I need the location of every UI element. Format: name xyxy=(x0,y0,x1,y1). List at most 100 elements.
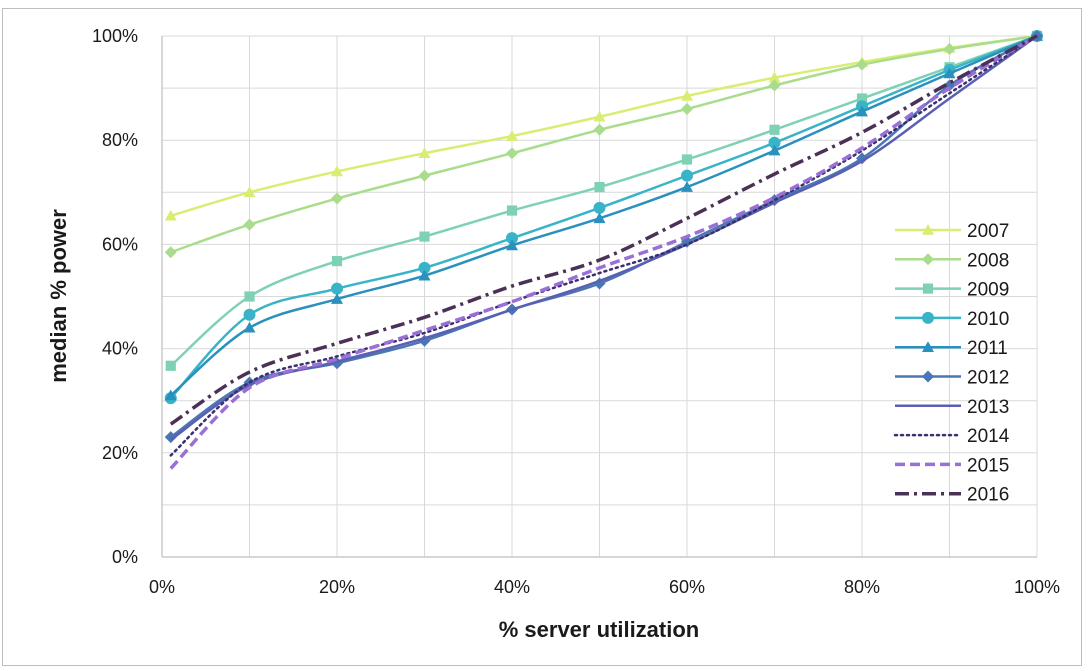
series-line-2011 xyxy=(169,34,1038,397)
legend-item-2015: 2015 xyxy=(895,455,1009,476)
data-point-2009 xyxy=(856,93,868,104)
data-point-2007 xyxy=(331,165,343,177)
legend-item-2009: 2009 xyxy=(895,280,1009,301)
data-point-2007 xyxy=(681,89,693,101)
y-tick-label: 40% xyxy=(102,339,138,359)
data-point-2011 xyxy=(681,181,693,192)
legend-item-2011: 2011 xyxy=(895,338,1008,359)
legend-item-2013: 2013 xyxy=(895,397,1009,418)
data-point-2008 xyxy=(768,79,781,92)
data-point-2009 xyxy=(244,291,255,302)
x-tick-label: 100% xyxy=(1014,577,1060,597)
legend-label-2015: 2015 xyxy=(967,455,1009,476)
series-2015 xyxy=(169,34,1038,470)
data-point-2008 xyxy=(243,218,256,231)
y-tick-label: 80% xyxy=(102,130,138,150)
x-tick-label: 40% xyxy=(494,577,530,597)
data-point-2009 xyxy=(506,205,518,216)
legend-marker-2010 xyxy=(922,311,934,324)
data-point-2008 xyxy=(856,58,868,71)
series-line-2009 xyxy=(169,34,1038,367)
x-tick-label: 60% xyxy=(669,577,705,597)
data-point-2010 xyxy=(418,261,431,274)
legend-item-2008: 2008 xyxy=(895,250,1009,271)
data-point-2009 xyxy=(331,255,343,267)
series-2012 xyxy=(164,30,1043,444)
legend-item-2016: 2016 xyxy=(895,485,1009,506)
data-point-2011 xyxy=(856,105,868,117)
data-point-2008 xyxy=(593,123,606,136)
data-point-2007 xyxy=(418,147,431,159)
data-point-2011 xyxy=(164,389,177,401)
series-2009 xyxy=(165,30,1043,371)
x-tick-label: 0% xyxy=(149,577,175,597)
legend-marker-2011 xyxy=(922,341,934,352)
data-point-2009 xyxy=(419,231,430,242)
data-point-2008 xyxy=(943,43,956,56)
legend-label-2011: 2011 xyxy=(967,338,1008,359)
legend-label-2010: 2010 xyxy=(967,309,1009,330)
legend-label-2016: 2016 xyxy=(967,485,1009,506)
legend: 2007 2008 2009 2010 2011 2012 2013 2014 2015 2016 xyxy=(893,221,1010,506)
legend-marker-2009 xyxy=(922,283,934,294)
data-point-2007 xyxy=(768,71,781,83)
axes: 0% 20% 40% 60% 80% 100% 0% 20% 40% 60% 80% 100% xyxy=(92,26,1060,597)
data-point-2009 xyxy=(681,154,693,165)
data-point-2009 xyxy=(165,360,176,371)
legend-item-2012: 2012 xyxy=(895,368,1009,389)
data-point-2011 xyxy=(506,239,518,251)
legend-item-2014: 2014 xyxy=(893,426,1010,447)
legend-label-2007: 2007 xyxy=(967,221,1009,242)
series-2011 xyxy=(164,30,1043,401)
data-point-2007 xyxy=(506,130,518,141)
x-tick-label: 80% xyxy=(844,577,880,597)
legend-label-2008: 2008 xyxy=(967,250,1009,271)
data-point-2010 xyxy=(768,136,781,149)
chart-frame xyxy=(2,8,1082,666)
series-2014 xyxy=(169,34,1039,457)
data-point-2010 xyxy=(681,169,693,182)
legend-label-2013: 2013 xyxy=(967,397,1009,418)
data-point-2007 xyxy=(243,186,256,198)
data-point-2010 xyxy=(331,282,343,295)
data-point-2008 xyxy=(681,102,693,115)
data-point-2010 xyxy=(243,308,256,321)
legend-marker-2008 xyxy=(922,253,934,266)
x-tick-label: 20% xyxy=(319,577,355,597)
data-point-2008 xyxy=(506,147,518,160)
data-point-2011 xyxy=(243,321,256,333)
legend-marker-2007 xyxy=(922,224,934,235)
series-line-2016 xyxy=(169,34,1038,426)
data-point-2011 xyxy=(943,67,956,79)
legend-item-2007: 2007 xyxy=(895,221,1009,242)
series-layer xyxy=(164,30,1043,470)
y-tick-label: 100% xyxy=(92,26,138,46)
data-point-2011 xyxy=(593,212,606,224)
data-point-2008 xyxy=(418,169,431,182)
data-point-2012 xyxy=(164,431,177,444)
series-2008 xyxy=(164,30,1043,259)
series-line-2013 xyxy=(170,34,1038,441)
data-point-2007 xyxy=(593,110,606,122)
data-point-2011 xyxy=(331,293,343,304)
y-tick-label: 20% xyxy=(102,443,138,463)
data-point-2011 xyxy=(768,144,781,156)
data-point-2007 xyxy=(164,209,177,221)
data-point-2011 xyxy=(418,269,431,281)
x-axis-title: % server utilization xyxy=(499,617,700,642)
data-point-2008 xyxy=(331,192,343,205)
y-axis-title: median % power xyxy=(46,209,71,383)
legend-label-2012: 2012 xyxy=(967,368,1009,389)
y-tick-label: 60% xyxy=(102,234,138,254)
legend-label-2009: 2009 xyxy=(967,280,1009,301)
legend-marker-2012 xyxy=(922,370,934,383)
series-2013 xyxy=(170,34,1038,441)
legend-item-2010: 2010 xyxy=(895,309,1009,330)
data-point-2008 xyxy=(164,246,177,259)
data-point-2009 xyxy=(769,124,780,135)
y-tick-label: 0% xyxy=(112,547,138,567)
series-line-2008 xyxy=(170,34,1038,254)
grid xyxy=(162,35,1038,557)
series-line-2014 xyxy=(169,34,1039,457)
